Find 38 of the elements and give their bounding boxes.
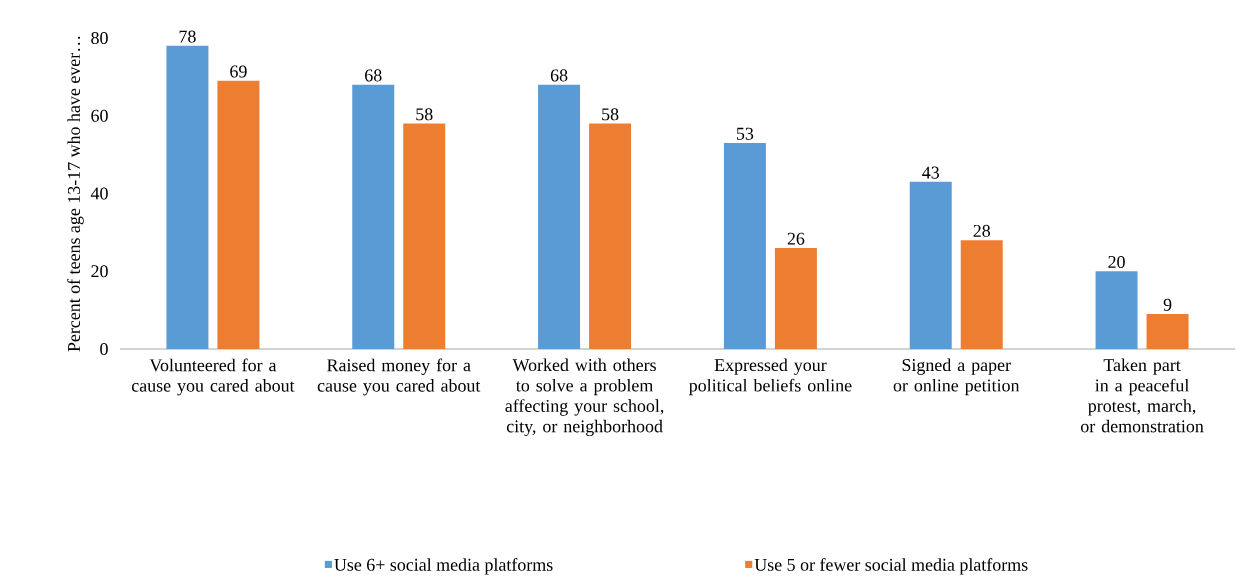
bar	[909, 181, 952, 349]
y-tick-label: 80	[91, 31, 108, 45]
bar	[403, 123, 446, 349]
x-tick-label: Worked with others to solve a problem affecting your school, city, or neighborhood	[505, 358, 664, 437]
bar	[166, 45, 209, 349]
data-label: 43	[922, 166, 939, 179]
data-label: 26	[787, 232, 805, 245]
legend-label: Use 6+ social media platforms	[334, 558, 553, 575]
bar	[538, 84, 581, 349]
y-axis-title: Percent of teens age 13-17 who have ever…	[67, 36, 84, 352]
x-tick-label: Signed a paper or online petition	[893, 358, 1020, 396]
x-tick-label: Expressed your political beliefs online	[689, 358, 852, 396]
bar	[723, 142, 766, 349]
y-tick-label: 0	[100, 342, 108, 356]
data-label: 58	[602, 108, 619, 121]
bar	[774, 247, 817, 349]
data-label: 78	[179, 30, 196, 43]
data-label: 20	[1108, 255, 1125, 269]
bar	[352, 84, 395, 349]
bar	[1146, 314, 1189, 349]
data-label: 9	[1163, 298, 1172, 311]
x-tick-label: Raised money for a cause you cared about	[317, 358, 481, 396]
bar	[1095, 271, 1138, 349]
data-label: 58	[416, 108, 433, 121]
data-label: 28	[973, 224, 991, 237]
data-label: 68	[365, 69, 382, 82]
data-label: 53	[736, 127, 754, 140]
x-tick-label: Taken part in a peaceful protest, march, or demonstration	[1080, 358, 1204, 433]
data-label: 68	[550, 69, 568, 82]
y-tick-label: 60	[91, 109, 108, 122]
legend-label: Use 5 or fewer social media platforms	[754, 558, 1028, 575]
data-label: 69	[230, 65, 247, 78]
x-tick-label: Volunteered for a cause you cared about	[131, 358, 295, 396]
bar	[960, 240, 1003, 349]
y-tick-label: 40	[90, 187, 108, 200]
bar	[217, 80, 260, 349]
y-tick-label: 20	[91, 265, 108, 278]
bar	[589, 123, 632, 349]
